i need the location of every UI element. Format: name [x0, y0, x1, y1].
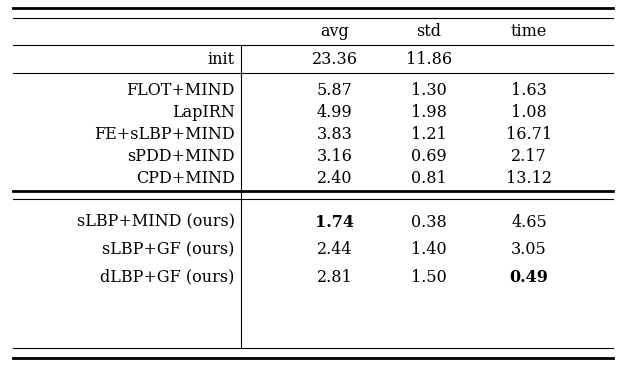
Text: 3.05: 3.05 — [511, 241, 547, 258]
Text: 1.63: 1.63 — [511, 82, 547, 99]
Text: 11.86: 11.86 — [406, 51, 452, 68]
Text: time: time — [511, 23, 547, 40]
Text: dLBP+GF (ours): dLBP+GF (ours) — [100, 269, 235, 285]
Text: FE+sLBP+MIND: FE+sLBP+MIND — [94, 126, 235, 143]
Text: 3.83: 3.83 — [317, 126, 353, 143]
Text: std: std — [416, 23, 441, 40]
Text: sPDD+MIND: sPDD+MIND — [127, 148, 235, 165]
Text: 23.36: 23.36 — [312, 51, 358, 68]
Text: 1.08: 1.08 — [511, 104, 547, 121]
Text: init: init — [208, 51, 235, 68]
Text: sLBP+GF (ours): sLBP+GF (ours) — [103, 241, 235, 258]
Text: 1.21: 1.21 — [411, 126, 447, 143]
Text: 0.49: 0.49 — [510, 269, 548, 285]
Text: 1.30: 1.30 — [411, 82, 447, 99]
Text: 4.65: 4.65 — [511, 214, 547, 231]
Text: 0.81: 0.81 — [411, 170, 447, 187]
Text: 1.40: 1.40 — [411, 241, 446, 258]
Text: 0.38: 0.38 — [411, 214, 447, 231]
Text: 13.12: 13.12 — [506, 170, 552, 187]
Text: avg: avg — [321, 23, 349, 40]
Text: sLBP+MIND (ours): sLBP+MIND (ours) — [77, 214, 235, 231]
Text: CPD+MIND: CPD+MIND — [136, 170, 235, 187]
Text: 0.69: 0.69 — [411, 148, 447, 165]
Text: FLOT+MIND: FLOT+MIND — [126, 82, 235, 99]
Text: 16.71: 16.71 — [506, 126, 552, 143]
Text: 2.44: 2.44 — [317, 241, 352, 258]
Text: 2.17: 2.17 — [511, 148, 547, 165]
Text: LapIRN: LapIRN — [172, 104, 235, 121]
Text: 2.81: 2.81 — [317, 269, 353, 285]
Text: 4.99: 4.99 — [317, 104, 353, 121]
Text: 5.87: 5.87 — [317, 82, 353, 99]
Text: 2.40: 2.40 — [317, 170, 352, 187]
Text: 1.74: 1.74 — [316, 214, 354, 231]
Text: 1.98: 1.98 — [411, 104, 447, 121]
Text: 1.50: 1.50 — [411, 269, 447, 285]
Text: 3.16: 3.16 — [317, 148, 353, 165]
